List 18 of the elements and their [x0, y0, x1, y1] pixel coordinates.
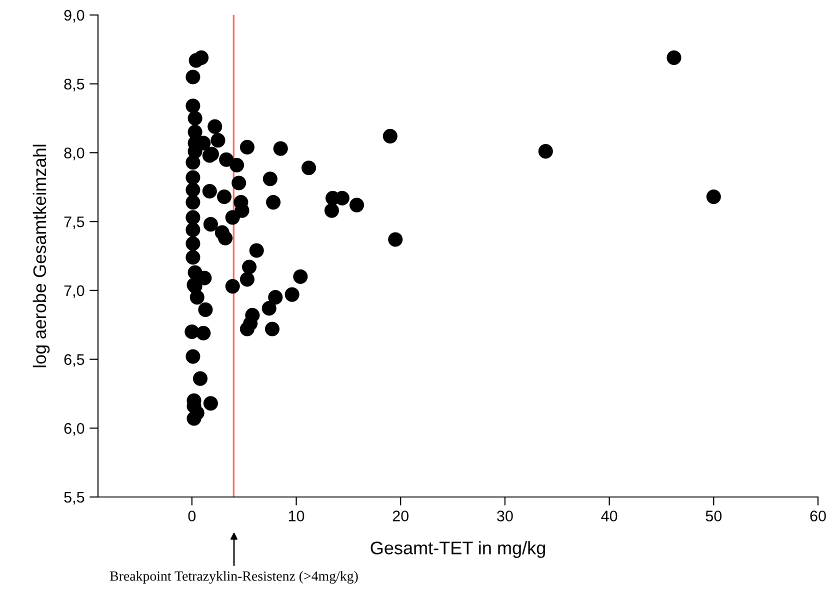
y-tick-label: 6,0 [64, 423, 84, 436]
y-axis-title: log aerobe Gesamtkeimzahl [32, 144, 50, 368]
y-tick-label: 9,0 [64, 10, 84, 22]
y-tick-label: 5,5 [64, 492, 84, 504]
y-tick-label: 7,5 [64, 216, 84, 230]
x-tick-label: 0 [188, 510, 196, 522]
x-tick-label: 40 [601, 510, 618, 522]
y-tick-label: 6,5 [64, 354, 84, 367]
x-tick-label: 50 [706, 510, 722, 522]
y-tick-label: 7,0 [64, 285, 84, 298]
x-tick-label: 10 [288, 510, 304, 522]
x-tick-label: 30 [497, 510, 513, 522]
y-tick-label: 8,0 [64, 148, 84, 160]
text: Breakpoint Tetrazyklin-Resistenz (>4mg/kg) [110, 571, 358, 584]
x-tick-label: 20 [392, 510, 409, 522]
x-tick-label: 60 [810, 510, 826, 522]
y-tick-label: 8,5 [64, 78, 84, 92]
x-axis-title: Gesamt-TET in mg/kg [370, 541, 545, 558]
